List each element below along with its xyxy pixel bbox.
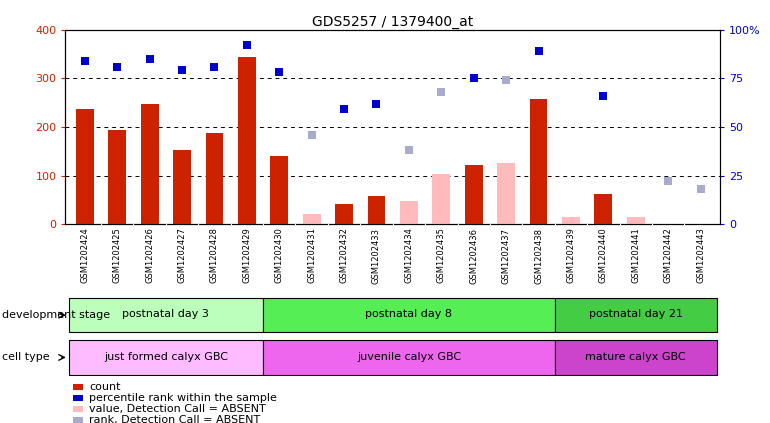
Text: GSM1202438: GSM1202438 bbox=[534, 228, 543, 283]
Point bbox=[143, 55, 156, 62]
Text: juvenile calyx GBC: juvenile calyx GBC bbox=[357, 352, 461, 362]
Text: cell type: cell type bbox=[2, 352, 49, 363]
Bar bbox=[627, 217, 644, 224]
Text: GSM1202433: GSM1202433 bbox=[372, 228, 381, 283]
Point bbox=[403, 147, 415, 154]
Text: GSM1202424: GSM1202424 bbox=[80, 228, 89, 283]
Bar bbox=[263, 298, 554, 332]
Bar bbox=[109, 130, 126, 224]
Bar bbox=[335, 204, 353, 224]
Bar bbox=[69, 298, 263, 332]
Text: GSM1202434: GSM1202434 bbox=[404, 228, 413, 283]
Title: GDS5257 / 1379400_at: GDS5257 / 1379400_at bbox=[312, 14, 474, 29]
Text: GSM1202432: GSM1202432 bbox=[340, 228, 349, 283]
Text: postnatal day 8: postnatal day 8 bbox=[366, 309, 453, 319]
Text: GSM1202425: GSM1202425 bbox=[112, 228, 122, 283]
Bar bbox=[400, 201, 418, 224]
Point bbox=[467, 75, 480, 82]
Text: GSM1202441: GSM1202441 bbox=[631, 228, 640, 283]
Bar bbox=[206, 133, 223, 224]
Text: GSM1202442: GSM1202442 bbox=[664, 228, 673, 283]
Text: postnatal day 3: postnatal day 3 bbox=[122, 309, 209, 319]
Text: GSM1202431: GSM1202431 bbox=[307, 228, 316, 283]
Point bbox=[111, 63, 123, 70]
Text: GSM1202430: GSM1202430 bbox=[275, 228, 284, 283]
Text: postnatal day 21: postnatal day 21 bbox=[589, 309, 683, 319]
Bar bbox=[76, 109, 94, 224]
Text: percentile rank within the sample: percentile rank within the sample bbox=[89, 393, 277, 403]
Point bbox=[338, 106, 350, 113]
Text: GSM1202435: GSM1202435 bbox=[437, 228, 446, 283]
Bar bbox=[303, 214, 320, 224]
Text: GSM1202440: GSM1202440 bbox=[599, 228, 608, 283]
Point bbox=[532, 48, 544, 55]
Bar bbox=[554, 298, 717, 332]
Point bbox=[241, 42, 253, 49]
Text: count: count bbox=[89, 382, 121, 392]
Text: GSM1202426: GSM1202426 bbox=[146, 228, 154, 283]
Point bbox=[598, 92, 610, 99]
Bar bbox=[69, 340, 263, 375]
Bar bbox=[173, 150, 191, 224]
Point bbox=[79, 58, 91, 64]
Point bbox=[662, 178, 675, 185]
Text: value, Detection Call = ABSENT: value, Detection Call = ABSENT bbox=[89, 404, 266, 414]
Bar bbox=[263, 340, 554, 375]
Bar bbox=[594, 194, 612, 224]
Text: rank, Detection Call = ABSENT: rank, Detection Call = ABSENT bbox=[89, 415, 260, 423]
Bar bbox=[562, 217, 580, 224]
Point bbox=[500, 77, 512, 84]
Point bbox=[273, 69, 286, 76]
Text: GSM1202439: GSM1202439 bbox=[567, 228, 575, 283]
Bar bbox=[465, 165, 483, 224]
Bar bbox=[141, 104, 159, 224]
Bar bbox=[367, 196, 386, 224]
Point bbox=[209, 63, 221, 70]
Text: GSM1202429: GSM1202429 bbox=[243, 228, 251, 283]
Text: GSM1202428: GSM1202428 bbox=[210, 228, 219, 283]
Bar bbox=[530, 99, 547, 224]
Bar bbox=[270, 156, 288, 224]
Text: GSM1202436: GSM1202436 bbox=[469, 228, 478, 283]
Point bbox=[370, 100, 383, 107]
Point bbox=[306, 131, 318, 138]
Bar bbox=[497, 163, 515, 224]
Bar bbox=[554, 340, 717, 375]
Text: just formed calyx GBC: just formed calyx GBC bbox=[104, 352, 228, 362]
Point bbox=[695, 186, 707, 192]
Text: GSM1202443: GSM1202443 bbox=[696, 228, 705, 283]
Bar bbox=[433, 174, 450, 224]
Text: development stage: development stage bbox=[2, 310, 109, 320]
Point bbox=[176, 67, 188, 74]
Text: mature calyx GBC: mature calyx GBC bbox=[585, 352, 686, 362]
Bar bbox=[238, 58, 256, 224]
Point bbox=[435, 88, 447, 95]
Text: GSM1202427: GSM1202427 bbox=[178, 228, 186, 283]
Text: GSM1202437: GSM1202437 bbox=[501, 228, 511, 283]
